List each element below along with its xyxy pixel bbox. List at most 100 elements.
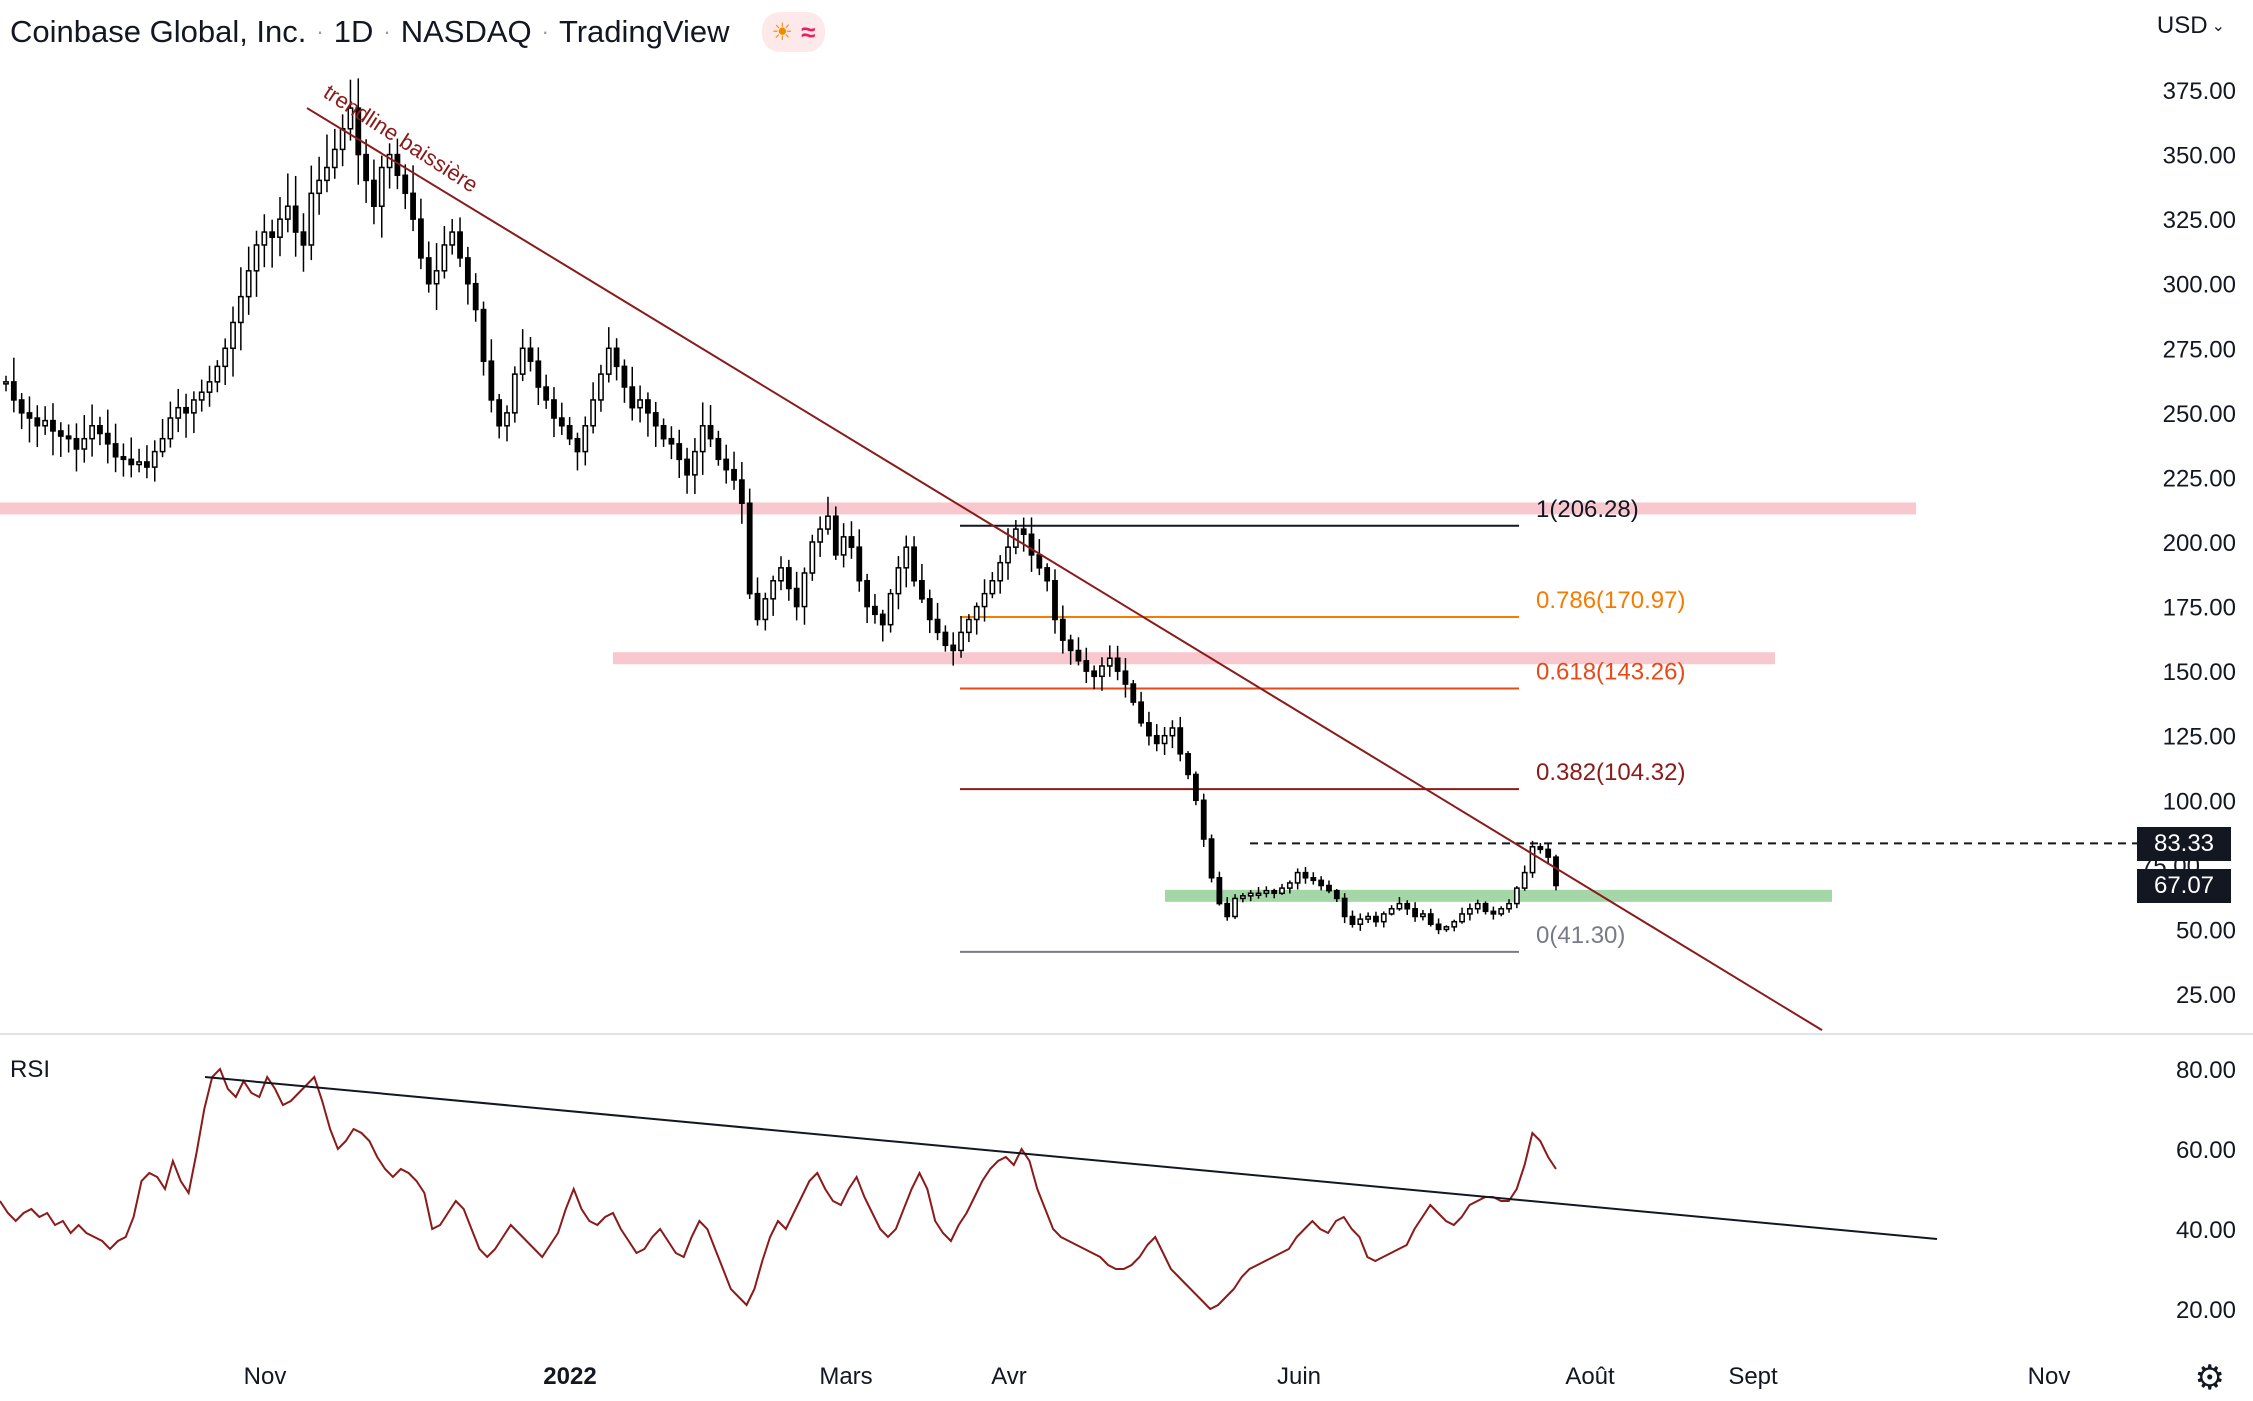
candle-body[interactable]: [1075, 649, 1082, 662]
candle-body[interactable]: [378, 166, 385, 207]
candle-body[interactable]: [433, 270, 440, 285]
candle-body[interactable]: [1545, 848, 1552, 858]
candle-body[interactable]: [778, 567, 784, 582]
candle-body[interactable]: [1208, 838, 1215, 879]
candle-body[interactable]: [1341, 897, 1348, 918]
candle-body[interactable]: [425, 257, 432, 285]
candle-body[interactable]: [856, 546, 863, 582]
candle-body[interactable]: [42, 419, 49, 427]
candle-body[interactable]: [363, 153, 370, 182]
candle-body[interactable]: [864, 579, 871, 608]
resistance-zone[interactable]: [613, 652, 1775, 665]
candle-body[interactable]: [629, 386, 636, 409]
candle-body[interactable]: [1169, 727, 1176, 737]
candle-body[interactable]: [308, 192, 315, 246]
candle-body[interactable]: [903, 546, 910, 569]
candle-body[interactable]: [1036, 554, 1043, 569]
candle-body[interactable]: [1537, 846, 1544, 851]
candle-body[interactable]: [190, 399, 197, 414]
candle-body[interactable]: [1451, 920, 1458, 928]
currency-selector[interactable]: USD ⌄: [2157, 12, 2225, 40]
candle-body[interactable]: [942, 631, 949, 647]
candle-body[interactable]: [1310, 877, 1317, 882]
candle-body[interactable]: [919, 579, 925, 600]
support-zone[interactable]: [1165, 889, 1832, 902]
candle-body[interactable]: [1255, 892, 1262, 897]
candle-body[interactable]: [1130, 683, 1137, 703]
candle-body[interactable]: [1059, 618, 1066, 641]
candle-body[interactable]: [1443, 926, 1450, 931]
candle-body[interactable]: [1232, 897, 1238, 918]
candle-body[interactable]: [519, 347, 526, 375]
candle-body[interactable]: [1302, 871, 1309, 879]
candle-body[interactable]: [222, 347, 229, 368]
candle-body[interactable]: [144, 461, 150, 468]
candle-body[interactable]: [1412, 908, 1418, 918]
candle-body[interactable]: [1380, 913, 1387, 923]
candle-body[interactable]: [112, 443, 119, 458]
candle-body[interactable]: [1286, 882, 1293, 889]
candle-body[interactable]: [527, 347, 534, 362]
candle-body[interactable]: [574, 437, 581, 453]
trendline-bearish[interactable]: [306, 107, 1823, 1032]
candle-body[interactable]: [18, 399, 25, 414]
candle-body[interactable]: [472, 282, 479, 311]
candle-body[interactable]: [825, 515, 831, 530]
candle-body[interactable]: [1513, 887, 1520, 905]
candle-body[interactable]: [840, 536, 847, 556]
candle-body[interactable]: [1521, 871, 1528, 889]
candle-body[interactable]: [1279, 887, 1285, 895]
candle-body[interactable]: [97, 425, 103, 435]
candle-body[interactable]: [1271, 889, 1278, 895]
candle-body[interactable]: [832, 515, 839, 556]
candle-body[interactable]: [590, 399, 597, 427]
candle-body[interactable]: [887, 592, 894, 626]
candle-body[interactable]: [801, 572, 808, 608]
candle-body[interactable]: [1529, 846, 1536, 874]
candle-body[interactable]: [1192, 773, 1199, 802]
candle-body[interactable]: [1067, 639, 1074, 652]
candle-body[interactable]: [480, 308, 487, 362]
candle-body[interactable]: [660, 425, 667, 440]
candle-body[interactable]: [1044, 567, 1051, 582]
candle-body[interactable]: [151, 450, 158, 468]
candle-body[interactable]: [1083, 660, 1090, 672]
candle-body[interactable]: [738, 479, 745, 505]
candle-body[interactable]: [136, 461, 142, 466]
candle-body[interactable]: [1326, 884, 1332, 892]
candle-body[interactable]: [1459, 913, 1465, 923]
candle-body[interactable]: [950, 644, 957, 652]
candle-body[interactable]: [926, 598, 933, 621]
candle-body[interactable]: [1020, 528, 1027, 536]
candle-body[interactable]: [793, 587, 800, 608]
candle-body[interactable]: [605, 347, 612, 375]
candle-body[interactable]: [1138, 701, 1145, 724]
candle-body[interactable]: [652, 412, 659, 427]
candle-body[interactable]: [284, 205, 291, 220]
candle-body[interactable]: [183, 406, 189, 414]
candle-body[interactable]: [684, 458, 690, 476]
candle-body[interactable]: [809, 541, 816, 574]
candle-body[interactable]: [1161, 734, 1168, 745]
candle-body[interactable]: [1028, 533, 1035, 556]
candle-body[interactable]: [316, 179, 323, 195]
candle-body[interactable]: [57, 430, 64, 437]
candle-body[interactable]: [1106, 657, 1113, 667]
candle-body[interactable]: [1435, 923, 1442, 931]
candle-body[interactable]: [488, 360, 495, 401]
candle-body[interactable]: [355, 107, 362, 156]
candle-body[interactable]: [120, 456, 127, 461]
candle-body[interactable]: [1474, 902, 1481, 910]
candle-body[interactable]: [723, 458, 730, 471]
candle-body[interactable]: [754, 592, 761, 621]
candle-body[interactable]: [214, 365, 221, 383]
candle-body[interactable]: [621, 365, 628, 388]
candle-body[interactable]: [245, 270, 252, 298]
candle-body[interactable]: [785, 567, 792, 590]
candle-body[interactable]: [668, 437, 675, 445]
candle-body[interactable]: [65, 435, 72, 440]
candle-body[interactable]: [159, 437, 166, 453]
candle-body[interactable]: [1200, 799, 1207, 840]
candle-body[interactable]: [551, 399, 557, 419]
